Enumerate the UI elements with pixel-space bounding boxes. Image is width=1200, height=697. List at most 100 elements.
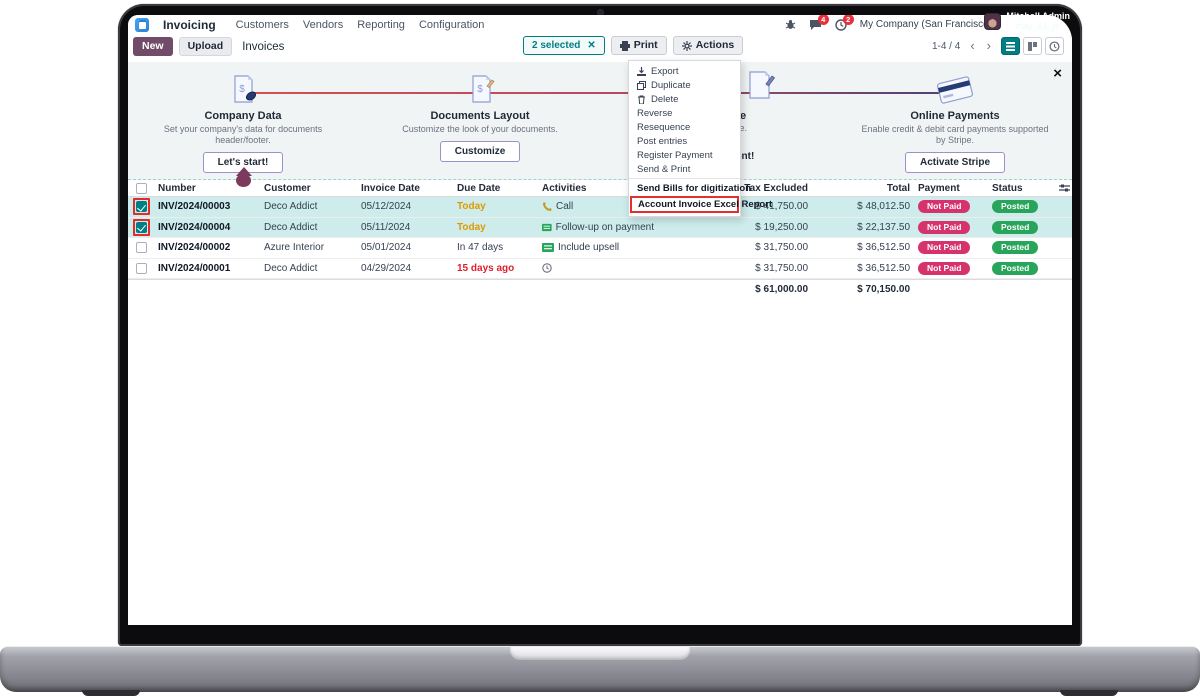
activity-cell[interactable]: Follow-up on payment bbox=[538, 222, 658, 233]
tax-excluded-amount: $ 41,750.00 bbox=[755, 201, 808, 213]
select-all-checkbox[interactable] bbox=[135, 182, 147, 194]
column-number[interactable]: Number bbox=[158, 182, 196, 194]
row-checkbox[interactable] bbox=[135, 242, 147, 254]
annotation-red-box bbox=[132, 198, 150, 216]
tax-excluded-total: $ 61,000.00 bbox=[755, 284, 808, 296]
onboarding-step-documents-layout: $ Documents Layout Customize the look of… bbox=[365, 68, 595, 162]
menu-item-duplicate[interactable]: Duplicate bbox=[629, 78, 740, 92]
column-tax-excluded[interactable]: Tax Excluded bbox=[744, 182, 808, 194]
copy-icon bbox=[637, 80, 646, 90]
column-customer[interactable]: Customer bbox=[264, 182, 311, 194]
printer-icon bbox=[619, 40, 630, 51]
menu-item-delete[interactable]: Delete bbox=[629, 92, 740, 106]
actions-dropdown-menu: Export Duplicate Delete Reverse Resequen… bbox=[628, 60, 772, 217]
table-row[interactable]: INV/2024/00001 Deco Addict 04/29/2024 15… bbox=[128, 259, 1072, 279]
row-checkbox[interactable] bbox=[135, 201, 147, 213]
payment-status-badge: Not Paid bbox=[918, 261, 971, 275]
actions-button[interactable]: Actions bbox=[672, 36, 744, 55]
customize-button[interactable]: Customize bbox=[439, 141, 521, 162]
activity-cell[interactable] bbox=[538, 263, 658, 273]
menu-item-send-print[interactable]: Send & Print bbox=[637, 163, 691, 175]
table-header-row: Number Customer Invoice Date Due Date Ac… bbox=[128, 180, 1072, 197]
table-row[interactable]: INV/2024/00003 Deco Addict 05/12/2024 To… bbox=[128, 197, 1072, 218]
gear-icon bbox=[681, 40, 692, 51]
table-row[interactable]: INV/2024/00004 Deco Addict 05/11/2024 To… bbox=[128, 217, 1072, 238]
bug-icon[interactable] bbox=[785, 19, 796, 30]
selection-count: 2 selected bbox=[532, 40, 581, 51]
top-menubar: Invoicing Customers Vendors Reporting Co… bbox=[128, 15, 1072, 34]
tax-excluded-amount: $ 31,750.00 bbox=[755, 262, 808, 274]
onboarding-connector-line bbox=[243, 92, 955, 94]
invoicing-app-icon[interactable] bbox=[135, 17, 149, 32]
activities-icon[interactable]: 2 bbox=[835, 15, 854, 31]
breadcrumb[interactable]: Invoices bbox=[242, 40, 285, 53]
activity-label: Call bbox=[556, 201, 574, 213]
activities-badge: 2 bbox=[842, 15, 854, 25]
database-icon bbox=[1006, 22, 1014, 30]
create-invoice-icon bbox=[746, 68, 776, 102]
hidden-step-button-fragment[interactable]: ent! bbox=[736, 151, 755, 162]
hidden-step-title-fragment: e bbox=[740, 110, 747, 122]
menu-vendors[interactable]: Vendors bbox=[302, 18, 344, 31]
column-status[interactable]: Status bbox=[992, 182, 1023, 194]
menu-reporting[interactable]: Reporting bbox=[357, 18, 405, 31]
menu-configuration[interactable]: Configuration bbox=[418, 18, 485, 31]
row-checkbox[interactable] bbox=[135, 262, 147, 274]
menu-item-resequence[interactable]: Resequence bbox=[637, 121, 691, 133]
activity-cell[interactable]: Include upsell bbox=[538, 242, 658, 253]
invoice-date: 05/11/2024 bbox=[361, 221, 411, 233]
menu-item-reverse[interactable]: Reverse bbox=[637, 107, 673, 119]
step-title: Documents Layout bbox=[430, 110, 530, 122]
pager-previous-icon[interactable]: ‹ bbox=[970, 38, 975, 53]
payment-status-badge: Not Paid bbox=[918, 200, 971, 214]
row-checkbox[interactable] bbox=[135, 221, 147, 233]
menu-item-account-invoice-excel-report[interactable]: Account Invoice Excel Report bbox=[630, 196, 772, 213]
company-switcher[interactable]: My Company (San Francisco) bbox=[859, 19, 992, 30]
pager-counter: 1-4 / 4 bbox=[931, 40, 961, 52]
menu-item-post-entries[interactable]: Post entries bbox=[637, 135, 688, 147]
activity-label: Include upsell bbox=[558, 242, 620, 254]
database-name: may_14_js bbox=[1015, 21, 1059, 31]
column-payment[interactable]: Payment bbox=[918, 182, 960, 194]
upload-button[interactable]: Upload bbox=[178, 37, 233, 56]
laptop-screen-bezel: Invoicing Customers Vendors Reporting Co… bbox=[118, 4, 1082, 646]
activity-view-button[interactable] bbox=[1045, 37, 1064, 55]
kanban-view-button[interactable] bbox=[1023, 37, 1042, 55]
column-invoice-date[interactable]: Invoice Date bbox=[361, 182, 420, 194]
column-activities[interactable]: Activities bbox=[542, 182, 587, 194]
systray: 4 2 My Company (San Francisco) bbox=[785, 15, 992, 31]
clear-selection-icon[interactable]: ✕ bbox=[587, 40, 596, 51]
payment-status-badge: Not Paid bbox=[918, 241, 971, 255]
menu-customers[interactable]: Customers bbox=[235, 18, 289, 31]
new-button[interactable]: New bbox=[133, 37, 173, 56]
table-row[interactable]: INV/2024/00002 Azure Interior 05/01/2024… bbox=[128, 238, 1072, 259]
due-date: Today bbox=[457, 201, 486, 213]
totals-row: $ 61,000.00 $ 70,150.00 bbox=[128, 279, 1072, 300]
menu-item-register-payment[interactable]: Register Payment bbox=[637, 149, 713, 161]
pager-next-icon[interactable]: › bbox=[986, 38, 991, 53]
print-button[interactable]: Print bbox=[610, 36, 667, 55]
invoice-date: 05/12/2024 bbox=[361, 201, 412, 213]
webcam-icon bbox=[598, 10, 603, 15]
column-due-date[interactable]: Due Date bbox=[457, 182, 501, 194]
optional-columns-icon[interactable] bbox=[1059, 183, 1070, 193]
due-date: 15 days ago bbox=[457, 262, 515, 274]
invoice-date: 04/29/2024 bbox=[361, 262, 412, 274]
activate-stripe-button[interactable]: Activate Stripe bbox=[904, 152, 1006, 173]
tax-excluded-amount: $ 19,250.00 bbox=[755, 221, 808, 233]
close-icon[interactable]: × bbox=[1053, 65, 1062, 82]
column-total[interactable]: Total bbox=[886, 182, 910, 194]
app-title[interactable]: Invoicing bbox=[163, 17, 216, 32]
onboarding-step-online-payments: Online Payments Enable credit & debit ca… bbox=[840, 68, 1070, 173]
user-menu[interactable]: Mitchell Admin may_14_js bbox=[984, 11, 1070, 31]
svg-text:$: $ bbox=[239, 84, 245, 95]
menu-item-send-bills-digitization[interactable]: Send Bills for digitization bbox=[637, 182, 751, 194]
activity-cell[interactable]: Call bbox=[538, 201, 658, 212]
phone-icon bbox=[543, 202, 552, 211]
menu-item-export[interactable]: Export bbox=[629, 64, 740, 78]
list-view-button[interactable] bbox=[1001, 37, 1020, 55]
trash-icon bbox=[638, 95, 645, 104]
messages-icon[interactable]: 4 bbox=[809, 15, 829, 31]
status-badge: Posted bbox=[992, 241, 1039, 255]
onboarding-step-company-data: $ Company Data Set your company's data f… bbox=[128, 68, 358, 173]
